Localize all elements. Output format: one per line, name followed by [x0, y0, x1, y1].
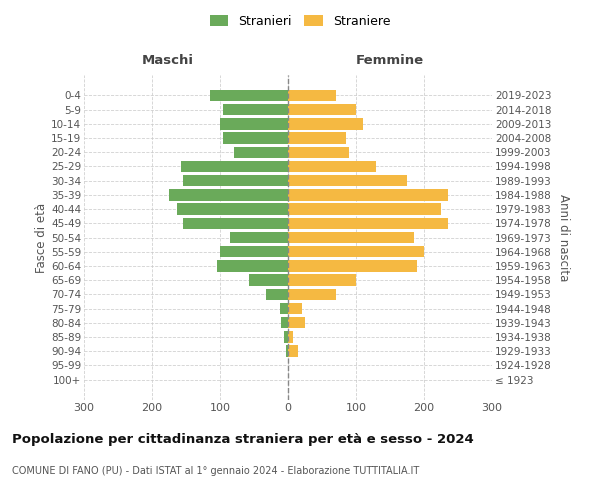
Bar: [266, 288, 288, 300]
Bar: [182, 218, 288, 229]
Bar: [220, 246, 288, 258]
Bar: [288, 288, 335, 300]
Bar: [288, 303, 302, 314]
Legend: Stranieri, Straniere: Stranieri, Straniere: [206, 11, 394, 32]
Bar: [288, 331, 293, 342]
Bar: [217, 260, 288, 272]
Bar: [288, 346, 298, 357]
Bar: [288, 175, 407, 186]
Bar: [248, 274, 288, 286]
Bar: [223, 132, 288, 143]
Bar: [177, 204, 288, 215]
Bar: [233, 146, 288, 158]
Bar: [288, 246, 424, 258]
Bar: [220, 118, 288, 130]
Bar: [288, 189, 448, 200]
Bar: [288, 260, 417, 272]
Text: Maschi: Maschi: [142, 54, 194, 66]
Bar: [288, 218, 448, 229]
Bar: [181, 161, 288, 172]
Bar: [288, 118, 363, 130]
Text: COMUNE DI FANO (PU) - Dati ISTAT al 1° gennaio 2024 - Elaborazione TUTTITALIA.IT: COMUNE DI FANO (PU) - Dati ISTAT al 1° g…: [12, 466, 419, 476]
Y-axis label: Anni di nascita: Anni di nascita: [557, 194, 570, 281]
Bar: [169, 189, 288, 200]
Bar: [182, 175, 288, 186]
Bar: [288, 274, 356, 286]
Bar: [288, 204, 441, 215]
Y-axis label: Fasce di età: Fasce di età: [35, 202, 48, 272]
Bar: [288, 317, 305, 328]
Bar: [284, 331, 288, 342]
Bar: [281, 317, 288, 328]
Bar: [230, 232, 288, 243]
Text: Femmine: Femmine: [356, 54, 424, 66]
Bar: [286, 346, 288, 357]
Bar: [223, 104, 288, 116]
Bar: [288, 232, 414, 243]
Bar: [280, 303, 288, 314]
Bar: [288, 161, 376, 172]
Bar: [288, 146, 349, 158]
Text: Popolazione per cittadinanza straniera per età e sesso - 2024: Popolazione per cittadinanza straniera p…: [12, 432, 474, 446]
Bar: [288, 90, 335, 101]
Bar: [210, 90, 288, 101]
Bar: [288, 104, 356, 116]
Bar: [288, 132, 346, 143]
